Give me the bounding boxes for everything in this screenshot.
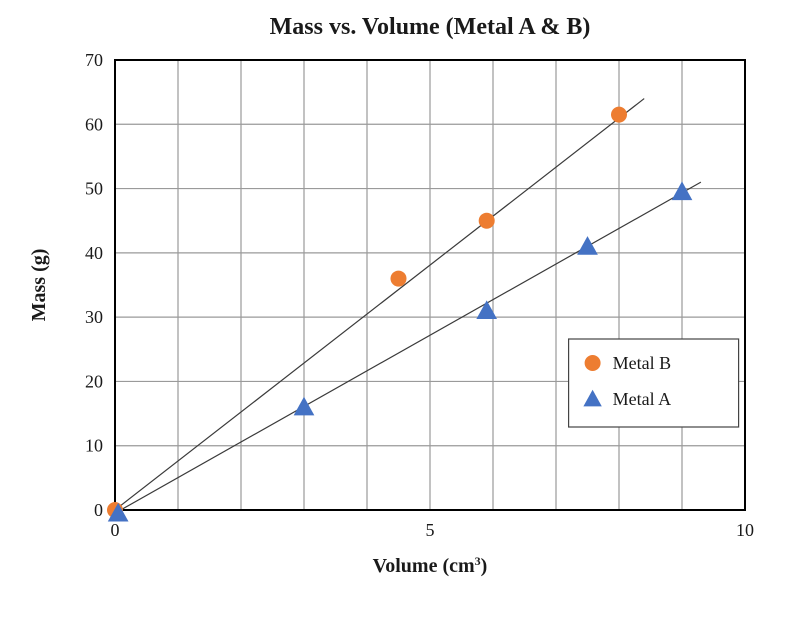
data-point-circle	[391, 271, 407, 287]
legend: Metal B Metal A	[569, 339, 739, 427]
legend-item-label: Metal A	[613, 389, 672, 409]
x-tick-label: 5	[426, 520, 435, 540]
scatter-chart: 0 10 20 30 40 50 60 70 0 5 10 Mass vs. Volume (Meta…	[0, 0, 800, 617]
y-tick-label: 20	[85, 371, 103, 391]
y-tick-label: 40	[85, 243, 103, 263]
data-point-circle	[585, 355, 601, 371]
y-tick-label: 10	[85, 436, 103, 456]
chart-title: Mass vs. Volume (Metal A & B)	[270, 14, 591, 40]
legend-item-label: Metal B	[613, 353, 672, 373]
x-axis-label: Volume (cm3)	[373, 554, 488, 577]
y-tick-label: 70	[85, 50, 103, 70]
x-tick-label: 10	[736, 520, 754, 540]
x-tick-label: 0	[111, 520, 120, 540]
chart-container: 0 10 20 30 40 50 60 70 0 5 10 Mass vs. Volume (Meta…	[0, 0, 800, 617]
y-tick-label: 0	[94, 500, 103, 520]
y-tick-label: 60	[85, 114, 103, 134]
data-point-circle	[611, 107, 627, 123]
y-tick-label: 30	[85, 307, 103, 327]
y-axis-label: Mass (g)	[28, 249, 50, 322]
y-tick-label: 50	[85, 179, 103, 199]
data-point-circle	[479, 213, 495, 229]
